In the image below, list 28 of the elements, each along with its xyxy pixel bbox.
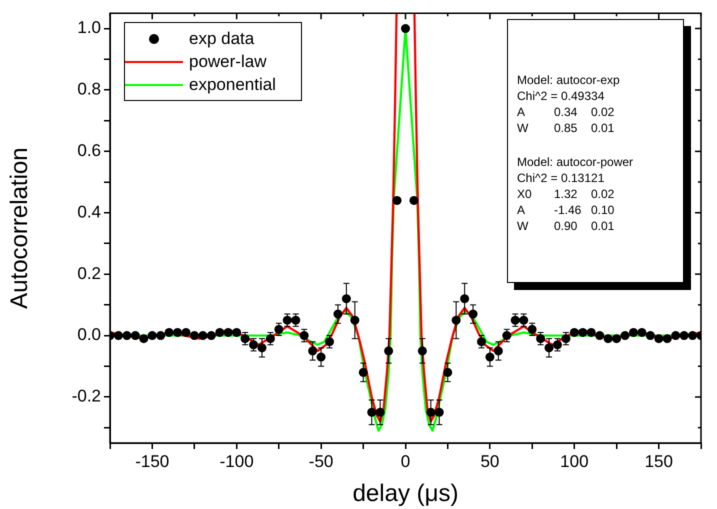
x-tick-label: -150 — [135, 452, 170, 471]
x-tick-label: -100 — [220, 452, 254, 471]
x-tick-label: 50 — [480, 452, 500, 471]
y-tick-label: 0.2 — [77, 264, 101, 283]
y-tick-label: 1.0 — [77, 18, 101, 38]
legend-label: power-law — [189, 52, 266, 72]
annotation: W 0.85 0.01 — [517, 120, 616, 136]
annotation: Model: autocor-power — [517, 154, 634, 170]
annotation: Model: autocor-exp — [517, 72, 621, 88]
annotation: Chi^2 = 0.13121 — [517, 170, 606, 186]
y-tick-label: 0.4 — [77, 202, 101, 222]
x-tick-label: -50 — [308, 452, 334, 471]
y-tick-label: 0.6 — [77, 141, 101, 160]
y-axis-title: Autocorrelation — [6, 147, 34, 309]
annotation: Chi^2 = 0.49334 — [517, 88, 606, 104]
x-tick-label: 150 — [644, 452, 673, 471]
y-tick-label: 0.8 — [77, 80, 101, 99]
y-tick-label: -0.2 — [72, 386, 101, 406]
legend-label: exp data — [189, 28, 254, 48]
annotation: W 0.90 0.01 — [517, 218, 616, 234]
annotation: A 0.34 0.02 — [517, 104, 616, 120]
x-tick-label: 0 — [400, 452, 410, 471]
y-tick-label: 0.0 — [77, 325, 101, 344]
annotation: X0 1.32 0.02 — [517, 186, 616, 202]
legend-label: exponential — [189, 74, 276, 94]
x-axis-title: delay (μs) — [352, 480, 458, 508]
annotation: A -1.46 0.10 — [517, 202, 616, 218]
x-tick-label: 100 — [560, 452, 589, 471]
